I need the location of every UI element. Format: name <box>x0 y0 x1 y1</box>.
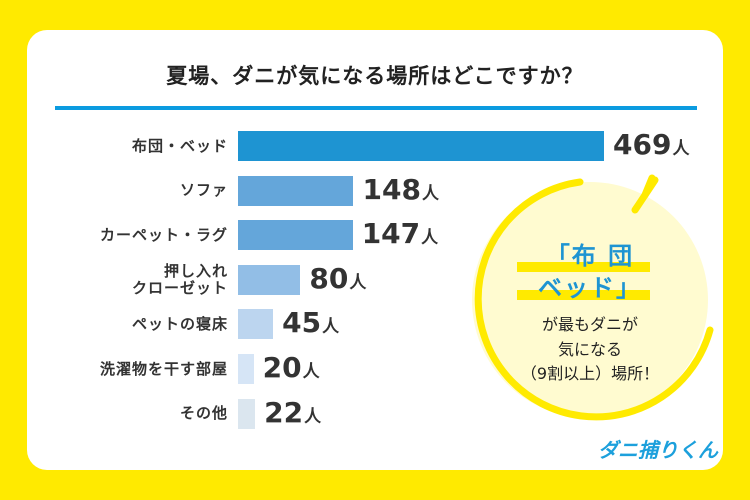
data-label: 20人 <box>263 351 320 384</box>
category-label: 布団・ベッド <box>131 136 228 155</box>
value-number: 147 <box>361 217 421 251</box>
value-unit: 人 <box>302 362 320 382</box>
category-label: カーペット・ラグ <box>99 225 228 244</box>
bar <box>238 131 604 161</box>
category-label: 押し入れ クローゼット <box>131 261 228 297</box>
value-unit: 人 <box>421 183 439 204</box>
data-label: 80人 <box>309 262 366 295</box>
value-unit: 人 <box>349 272 367 293</box>
title-underline <box>55 106 697 110</box>
bar <box>238 354 254 384</box>
value-unit: 人 <box>672 139 690 159</box>
data-label: 148人 <box>362 173 438 206</box>
category-label: ソファ <box>179 181 228 200</box>
callout-line: が最もダニが <box>541 315 638 334</box>
bar <box>238 220 353 251</box>
bar <box>238 398 256 429</box>
highlight-stripe <box>517 262 650 272</box>
data-label: 147人 <box>362 217 438 250</box>
value-number: 80 <box>309 261 349 295</box>
data-label: 469人 <box>613 128 689 161</box>
value-unit: 人 <box>304 406 322 427</box>
callout-line: 気になる <box>557 340 622 359</box>
callout-line: （9割以上）場所！ <box>520 364 660 383</box>
value-unit: 人 <box>322 317 340 338</box>
bar <box>238 309 274 340</box>
value-number: 22 <box>264 395 304 429</box>
bar <box>238 264 301 295</box>
highlight-stripe <box>517 290 650 300</box>
callout-line: ベッド」 <box>538 274 642 302</box>
chart-title: 夏場、ダニが気になる場所はどこですか？ <box>166 64 584 88</box>
value-number: 469 <box>613 128 672 161</box>
category-label: 洗濯物を干す部屋 <box>99 359 228 378</box>
value-number: 45 <box>282 306 322 340</box>
callout-line: 「布 団 <box>545 242 635 270</box>
data-label: 22人 <box>264 396 321 429</box>
brand-logo: ダニ捕りくん <box>598 438 718 462</box>
bar <box>238 175 354 206</box>
category-label: ペットの寝床 <box>131 314 228 333</box>
callout-bubble <box>472 174 714 421</box>
value-unit: 人 <box>421 228 439 249</box>
value-number: 20 <box>262 351 302 384</box>
value-number: 148 <box>362 172 421 206</box>
category-label: その他 <box>179 404 228 423</box>
data-label: 45人 <box>282 306 339 339</box>
